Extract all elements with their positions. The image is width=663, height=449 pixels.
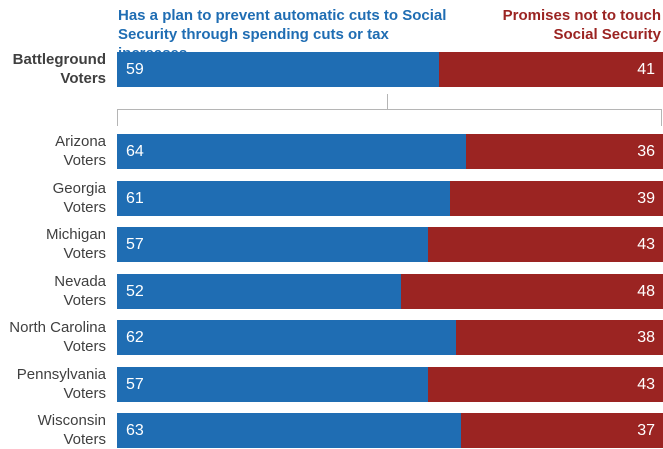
row-label-line1: Georgia bbox=[52, 180, 106, 197]
bar-segment-plan: 57 bbox=[117, 227, 429, 262]
bar-segment-plan: 63 bbox=[117, 413, 461, 448]
row-label-line2: Voters bbox=[60, 70, 106, 87]
bar-row: 64 36 bbox=[117, 134, 663, 169]
value-label-promise: 39 bbox=[637, 190, 655, 207]
bar-row: 52 48 bbox=[117, 274, 663, 309]
bar-segment-promise: 48 bbox=[400, 274, 663, 309]
row-label: North Carolina Voters bbox=[0, 318, 106, 356]
row-label-line2: Voters bbox=[63, 431, 106, 448]
row-label-line2: Voters bbox=[63, 199, 106, 216]
row-label-line1: Battleground bbox=[12, 51, 106, 68]
bar-segment-promise: 38 bbox=[455, 320, 663, 355]
bar-segment-plan: 61 bbox=[117, 181, 451, 216]
bar-row: 57 43 bbox=[117, 367, 663, 402]
row-label-line2: Voters bbox=[63, 245, 106, 262]
bar-segment-promise: 36 bbox=[466, 134, 663, 169]
bar-row: 63 37 bbox=[117, 413, 663, 448]
row-label-line2: Voters bbox=[63, 338, 106, 355]
value-label-promise: 37 bbox=[637, 422, 655, 439]
value-label-promise: 41 bbox=[637, 61, 655, 78]
value-label-promise: 48 bbox=[637, 283, 655, 300]
row-label: Pennsylvania Voters bbox=[0, 365, 106, 403]
bar-row: 62 38 bbox=[117, 320, 663, 355]
row-label-line1: Pennsylvania bbox=[16, 366, 106, 383]
row-label: Michigan Voters bbox=[0, 225, 106, 263]
legend-promise-label: Promises not to touch Social Security bbox=[502, 7, 661, 43]
row-label: Wisconsin Voters bbox=[0, 411, 106, 449]
value-label-plan: 52 bbox=[126, 283, 144, 300]
value-label-plan: 57 bbox=[126, 236, 144, 253]
bracket-stem bbox=[387, 94, 388, 109]
value-label-promise: 36 bbox=[637, 143, 655, 160]
row-label-line1: Wisconsin bbox=[37, 412, 106, 429]
bar-row: 61 39 bbox=[117, 181, 663, 216]
bar-row: 59 41 bbox=[117, 52, 663, 87]
bar-segment-plan: 62 bbox=[117, 320, 456, 355]
bar-segment-plan: 64 bbox=[117, 134, 467, 169]
row-label-line1: Arizona bbox=[55, 133, 106, 150]
value-label-plan: 63 bbox=[126, 422, 144, 439]
bar-segment-plan: 59 bbox=[117, 52, 440, 87]
value-label-promise: 43 bbox=[637, 376, 655, 393]
group-bracket bbox=[117, 109, 662, 126]
row-label-line2: Voters bbox=[63, 292, 106, 309]
value-label-promise: 43 bbox=[637, 236, 655, 253]
bar-segment-promise: 41 bbox=[439, 52, 663, 87]
bar-segment-promise: 39 bbox=[450, 181, 663, 216]
bar-segment-promise: 43 bbox=[428, 367, 663, 402]
value-label-plan: 61 bbox=[126, 190, 144, 207]
bar-segment-promise: 37 bbox=[460, 413, 663, 448]
value-label-plan: 57 bbox=[126, 376, 144, 393]
row-label: Nevada Voters bbox=[0, 272, 106, 310]
row-label: Arizona Voters bbox=[0, 132, 106, 170]
bar-segment-plan: 57 bbox=[117, 367, 429, 402]
bar-segment-promise: 43 bbox=[428, 227, 663, 262]
value-label-plan: 64 bbox=[126, 143, 144, 160]
row-label: Georgia Voters bbox=[0, 179, 106, 217]
row-label: Battleground Voters bbox=[0, 50, 106, 88]
row-label-line2: Voters bbox=[63, 152, 106, 169]
row-label-line1: Nevada bbox=[54, 273, 106, 290]
bar-segment-plan: 52 bbox=[117, 274, 401, 309]
row-label-line2: Voters bbox=[63, 385, 106, 402]
row-label-line1: North Carolina bbox=[9, 319, 106, 336]
bar-row: 57 43 bbox=[117, 227, 663, 262]
row-label-line1: Michigan bbox=[45, 226, 106, 243]
value-label-plan: 62 bbox=[126, 329, 144, 346]
value-label-plan: 59 bbox=[126, 61, 144, 78]
value-label-promise: 38 bbox=[637, 329, 655, 346]
